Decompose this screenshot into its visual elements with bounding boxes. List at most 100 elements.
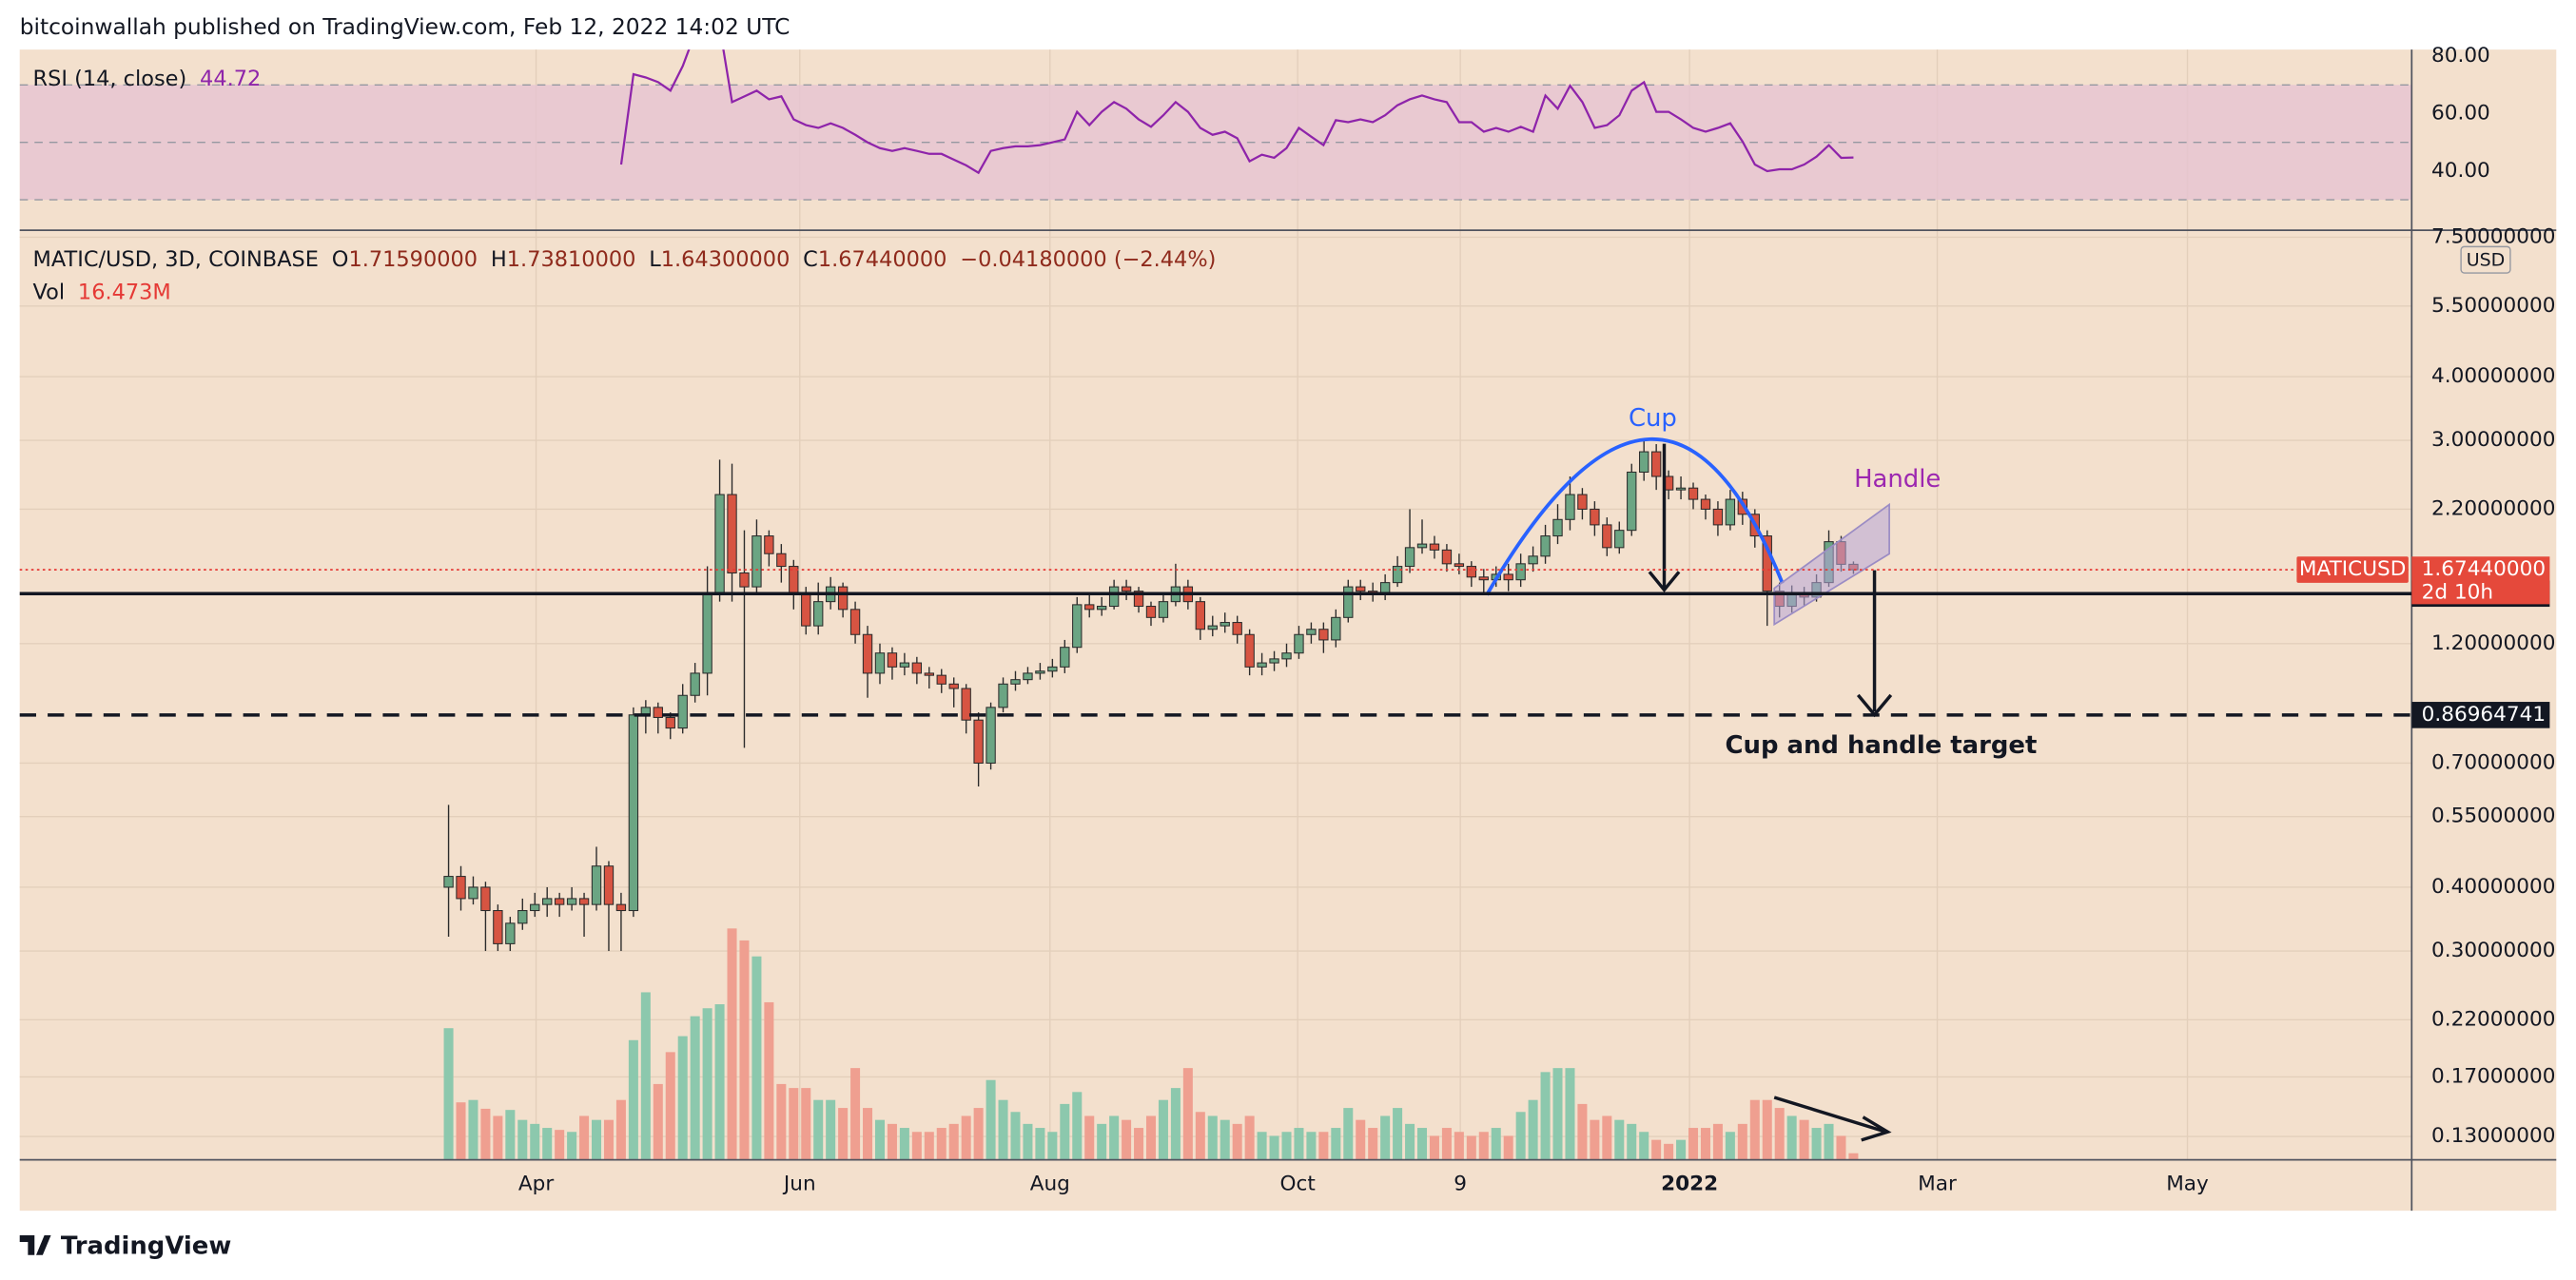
y-tick-label: 0.70000000 xyxy=(2431,750,2555,774)
annotation: Cup and handle target xyxy=(1726,731,2038,760)
annotation: Handle xyxy=(1854,465,1941,494)
footer: TradingView xyxy=(61,1232,231,1261)
volume-bar xyxy=(776,1083,787,1160)
volume-bar xyxy=(1454,1132,1464,1160)
candle-body xyxy=(1515,563,1526,581)
volume-bar xyxy=(1393,1108,1403,1160)
arrow-head xyxy=(1861,1115,1892,1142)
volume-bar xyxy=(1528,1099,1538,1160)
x-tick-label: 9 xyxy=(1454,1173,1467,1196)
candle-body xyxy=(801,593,811,627)
candle-body xyxy=(1429,543,1440,551)
volume-bar xyxy=(480,1108,491,1160)
volume-bar xyxy=(1786,1115,1797,1160)
candle-body xyxy=(468,886,478,900)
volume-bar xyxy=(1478,1132,1489,1160)
candle-body xyxy=(1725,498,1736,526)
volume-bar xyxy=(615,1099,626,1160)
candle-body xyxy=(1294,633,1304,654)
volume-bar xyxy=(1035,1128,1045,1160)
ohlc-key: C xyxy=(803,247,818,272)
volume-bar xyxy=(1664,1143,1674,1160)
arrow-head xyxy=(1648,571,1681,593)
rsi-legend: RSI (14, close) 44.72 xyxy=(33,67,262,91)
volume-bar xyxy=(1368,1128,1378,1160)
candle-body xyxy=(739,572,750,588)
volume-bar xyxy=(1627,1123,1637,1160)
volume-bar xyxy=(555,1130,565,1160)
volume-bar xyxy=(838,1108,849,1160)
volume-bar xyxy=(1356,1119,1366,1160)
volume-bar xyxy=(1343,1108,1354,1160)
candle-body xyxy=(1404,547,1415,568)
volume-bar xyxy=(1023,1123,1033,1160)
volume-bar xyxy=(813,1099,824,1160)
candle-body xyxy=(1281,652,1292,660)
candle-body xyxy=(1454,563,1465,568)
candle-body xyxy=(1318,629,1329,641)
currency-box xyxy=(2460,245,2511,274)
volume-bar xyxy=(1737,1123,1747,1160)
candle-body xyxy=(1577,494,1588,510)
volume-bar xyxy=(640,992,651,1160)
volume-bar xyxy=(1552,1068,1563,1160)
candle-body xyxy=(813,601,824,627)
candle-body xyxy=(1478,576,1489,581)
candle-body xyxy=(1257,662,1267,668)
ohlc-key: L xyxy=(649,247,661,272)
candle-body xyxy=(911,662,923,674)
volume-bar xyxy=(1491,1128,1501,1160)
y-tick-label: 0.22000000 xyxy=(2431,1007,2555,1031)
volume-bar xyxy=(911,1132,922,1160)
volume-bar xyxy=(567,1132,577,1160)
candle-body xyxy=(776,553,787,568)
candle-body xyxy=(1528,555,1538,565)
volume-bar xyxy=(1306,1132,1317,1160)
volume-bar xyxy=(542,1128,553,1160)
volume-bar xyxy=(874,1119,885,1160)
volume-name: Vol xyxy=(33,280,66,304)
volume-bar xyxy=(592,1119,602,1160)
y-tick-label: 7.50000000 xyxy=(2431,224,2555,248)
volume-bar xyxy=(899,1128,909,1160)
candle-body xyxy=(1565,494,1575,520)
candle-body xyxy=(1072,604,1083,649)
volume-bar xyxy=(1380,1115,1391,1160)
volume-bar xyxy=(1688,1128,1699,1160)
volume-bar xyxy=(714,1004,725,1160)
candle-body xyxy=(677,694,688,729)
candle-body xyxy=(628,714,639,912)
ohlc-value: 1.67440000 xyxy=(818,247,947,272)
volume-bar xyxy=(1281,1132,1292,1160)
rsi-name: RSI (14, close) xyxy=(33,67,187,91)
volume-bar xyxy=(1047,1132,1058,1160)
candle-body xyxy=(1688,487,1699,500)
volume-bar xyxy=(505,1110,516,1160)
candle-body xyxy=(1540,535,1551,557)
volume-bar xyxy=(961,1115,971,1160)
candle-body xyxy=(1466,566,1477,578)
candle-body xyxy=(1145,606,1157,618)
candle-body xyxy=(1650,451,1662,477)
volume-bar xyxy=(986,1079,996,1160)
candle-body xyxy=(1602,524,1612,549)
candle-body xyxy=(615,903,627,912)
volume-bar xyxy=(1416,1128,1428,1160)
candle-body xyxy=(1416,543,1428,549)
volume-bar xyxy=(603,1119,614,1160)
volume-bar xyxy=(456,1102,466,1160)
volume-bar xyxy=(924,1132,934,1160)
volume-bar xyxy=(801,1088,811,1160)
volume-bar xyxy=(665,1052,675,1160)
volume-bar xyxy=(751,956,762,1160)
symbol-legend: MATIC/USD, 3D, COINBASE O1.71590000 H1.738… xyxy=(33,247,1217,272)
candle-body xyxy=(1035,670,1045,674)
volume-bar xyxy=(1515,1112,1526,1160)
candle-body xyxy=(1269,658,1279,664)
logo: TradingView xyxy=(19,1232,231,1261)
volume-bar xyxy=(1799,1119,1809,1160)
price-tag xyxy=(2411,556,2550,605)
volume-bar xyxy=(1540,1072,1551,1160)
volume-bar xyxy=(1676,1139,1687,1160)
